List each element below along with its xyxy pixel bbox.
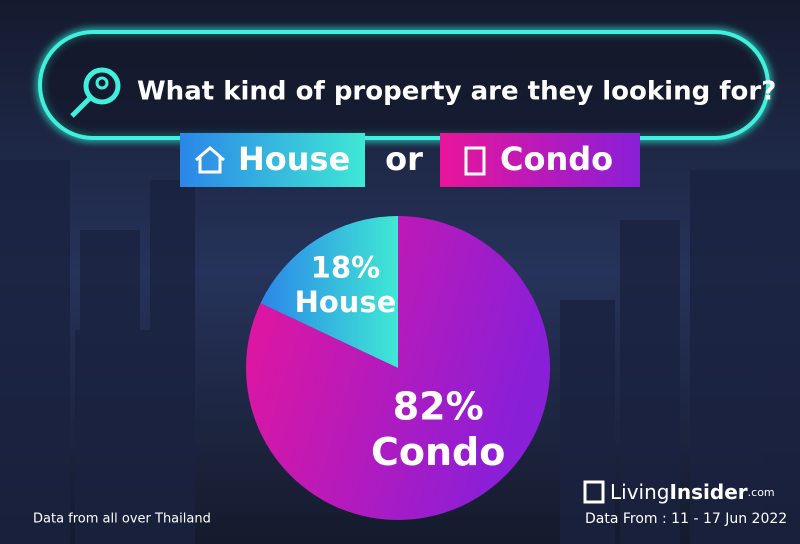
slice-percent: 82% [393, 384, 484, 428]
brand: LivingInsider.com [610, 480, 775, 504]
or-heading: or [385, 140, 423, 178]
logo-icon [583, 480, 605, 504]
footer-note: Data from all over Thailand [33, 512, 211, 527]
brand-a: Living [610, 480, 669, 504]
search-icon [70, 67, 121, 118]
footer-dates: Data From : 11 - 17 Jun 2022 [585, 511, 787, 527]
house-heading: House [238, 140, 350, 178]
header-frame [38, 30, 770, 140]
condo-icon [464, 146, 486, 176]
slice-category: Condo [371, 430, 505, 474]
house-badge [180, 133, 365, 187]
slice-label: 82% Condo [371, 384, 505, 474]
condo-badge [440, 133, 640, 187]
question: What kind of property are they looking f… [137, 77, 776, 107]
slice-label: 18% House [295, 250, 397, 319]
slice-category: House [295, 285, 397, 319]
house-icon [195, 146, 225, 174]
pie-slice [245, 216, 550, 520]
brand-c: .com [748, 486, 775, 499]
pie: 18% House 82% Condo [245, 216, 550, 520]
slice-percent: 18% [311, 250, 380, 284]
condo-heading: Condo [500, 140, 613, 178]
brand-b: Insider [669, 480, 747, 504]
pie-slice [260, 216, 398, 368]
